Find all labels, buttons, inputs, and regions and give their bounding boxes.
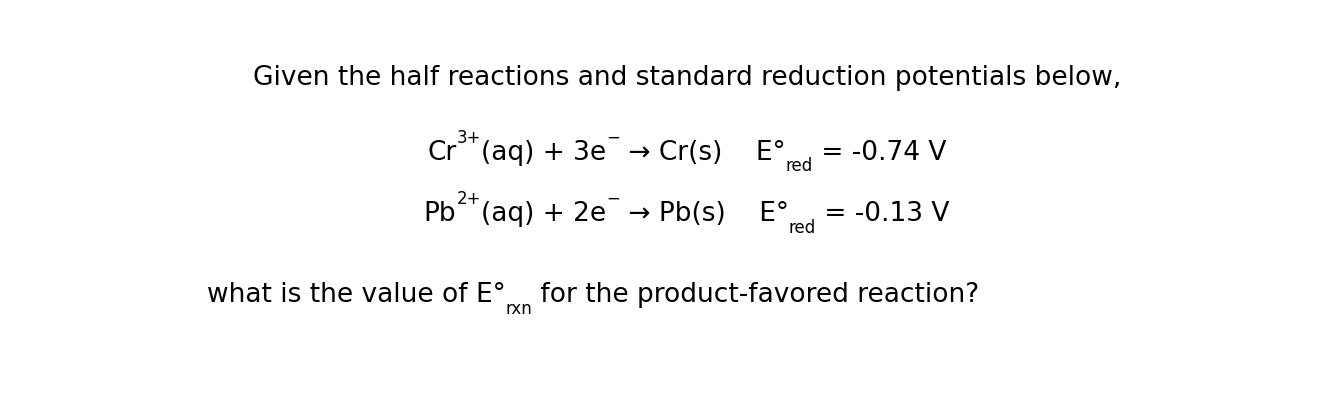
Text: → Cr(s)    E°: → Cr(s) E° xyxy=(620,140,785,166)
Text: red: red xyxy=(785,157,813,175)
Text: −: − xyxy=(606,190,620,208)
Text: rxn: rxn xyxy=(505,300,532,318)
Text: what is the value of E°: what is the value of E° xyxy=(206,282,505,308)
Text: for the product-favored reaction?: for the product-favored reaction? xyxy=(532,282,980,308)
Text: −: − xyxy=(606,129,620,147)
Text: Cr: Cr xyxy=(427,140,457,166)
Text: = -0.13 V: = -0.13 V xyxy=(816,201,950,227)
Text: → Pb(s)    E°: → Pb(s) E° xyxy=(620,201,789,227)
Text: (aq) + 3e: (aq) + 3e xyxy=(481,140,606,166)
Text: Given the half reactions and standard reduction potentials below,: Given the half reactions and standard re… xyxy=(252,64,1122,90)
Text: 3+: 3+ xyxy=(457,129,481,147)
Text: (aq) + 2e: (aq) + 2e xyxy=(481,201,606,227)
Text: = -0.74 V: = -0.74 V xyxy=(813,140,946,166)
Text: 2+: 2+ xyxy=(457,190,481,208)
Text: red: red xyxy=(789,219,816,236)
Text: Pb: Pb xyxy=(423,201,457,227)
